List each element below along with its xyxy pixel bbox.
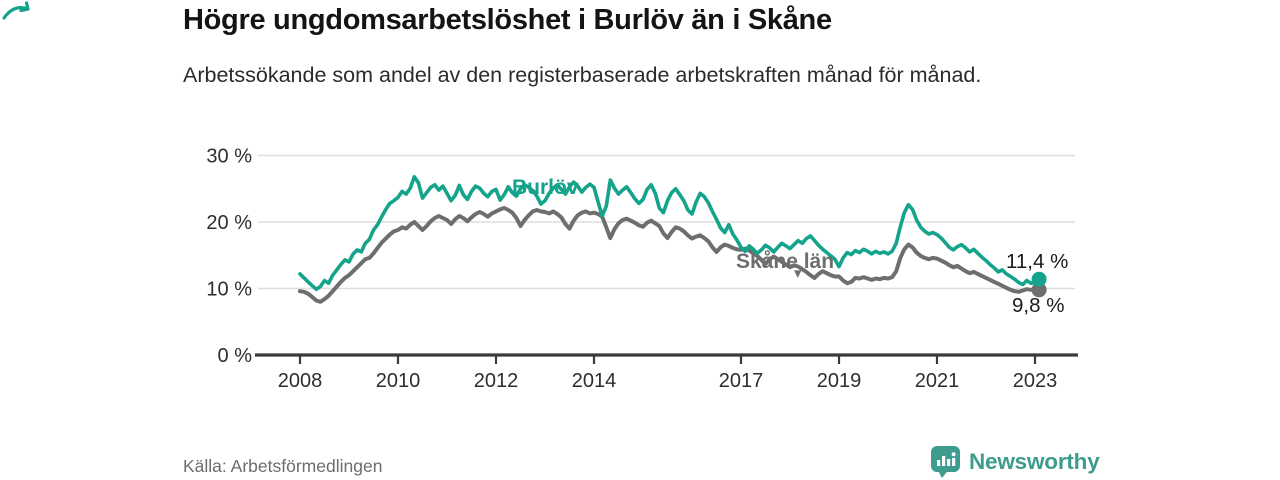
chart-subtitle: Arbetssökande som andel av den registerb… [183, 63, 982, 87]
series-end-dot-burlov [1031, 271, 1047, 287]
y-axis-tick-label: 10 % [206, 279, 252, 301]
series-line-burlov [298, 175, 1041, 292]
x-axis-tick-label: 2019 [817, 370, 862, 392]
series-label-burlov: Burlöv [512, 176, 579, 199]
x-axis-tick-label: 2008 [278, 370, 323, 392]
x-axis-tick-label: 2017 [719, 370, 764, 392]
series-label-skane: Skåne län [736, 250, 835, 273]
end-value-skane: 9,8 % [1012, 294, 1065, 317]
y-axis-tick-label: 0 % [218, 345, 253, 367]
x-axis-tick-label: 2014 [572, 370, 617, 392]
x-axis-tick-label: 2010 [376, 370, 421, 392]
x-axis-tick-label: 2012 [474, 370, 519, 392]
series-end-dot-skane [1031, 282, 1047, 298]
series-line-skane [298, 206, 1042, 304]
newsworthy-wordmark: Newsworthy [969, 449, 1100, 474]
x-axis-tick-label: 2023 [1013, 370, 1058, 392]
end-value-burlov: 11,4 % [1006, 250, 1069, 273]
skane-pointer-arrow-icon: ▾ [794, 265, 802, 282]
source-note: Källa: Arbetsförmedlingen [183, 456, 383, 476]
y-axis-tick-label: 30 % [206, 146, 252, 168]
y-axis-tick-label: 20 % [206, 212, 252, 234]
burlov-pointer-arrow-icon [2, 1, 30, 20]
x-axis-tick-label: 2021 [915, 370, 960, 392]
newsworthy-bubble-icon [931, 446, 960, 478]
chart-title: Högre ungdomsarbetslöshet i Burlöv än i … [183, 4, 832, 36]
newsworthy-logo: Newsworthy [930, 445, 1100, 479]
